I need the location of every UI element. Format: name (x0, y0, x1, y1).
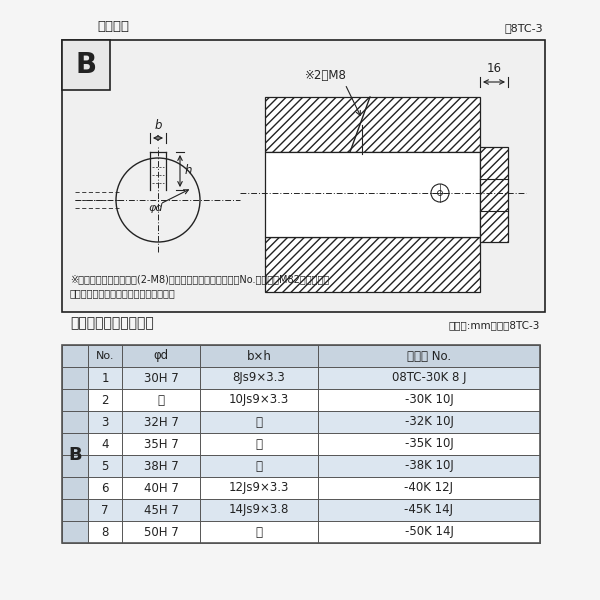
Text: No.: No. (96, 351, 114, 361)
Text: 12Js9×3.3: 12Js9×3.3 (229, 481, 289, 494)
Text: 〃: 〃 (256, 437, 263, 451)
Bar (62, 345, 540, 543)
Bar (88, 477, 540, 499)
Text: h: h (185, 164, 193, 178)
Bar (265, 237, 480, 292)
Text: 8: 8 (101, 526, 109, 539)
Text: -50K 14J: -50K 14J (404, 526, 454, 539)
Text: B: B (76, 51, 97, 79)
Text: B: B (68, 446, 82, 464)
Text: 5: 5 (101, 460, 109, 473)
Bar (88, 411, 540, 433)
Text: 8Js9×3.3: 8Js9×3.3 (233, 371, 286, 385)
Text: -30K 10J: -30K 10J (404, 394, 454, 407)
Text: b×h: b×h (247, 349, 271, 362)
Text: φd: φd (154, 349, 169, 362)
Bar (480, 147, 508, 242)
Text: 軸穴形状: 軸穴形状 (97, 20, 129, 33)
Text: 45H 7: 45H 7 (143, 503, 178, 517)
Text: 3: 3 (101, 415, 109, 428)
Text: 50H 7: 50H 7 (143, 526, 178, 539)
Bar (88, 521, 540, 543)
Text: ※セットボルト用タップ(2-M8)が必要な場合は右記コードNo.の末尾にM82を付ける。: ※セットボルト用タップ(2-M8)が必要な場合は右記コードNo.の末尾にM82を… (70, 274, 329, 284)
Text: 35H 7: 35H 7 (143, 437, 178, 451)
Text: 6: 6 (101, 481, 109, 494)
Bar (62, 40, 110, 90)
Text: （セットボルトは付属されています。）: （セットボルトは付属されています。） (70, 288, 176, 298)
Text: -40K 12J: -40K 12J (404, 481, 454, 494)
Text: -35K 10J: -35K 10J (404, 437, 454, 451)
Text: 30H 7: 30H 7 (143, 371, 178, 385)
Bar (88, 499, 540, 521)
Text: -38K 10J: -38K 10J (404, 460, 454, 473)
Text: 〃: 〃 (256, 460, 263, 473)
Text: コード No.: コード No. (407, 349, 451, 362)
Text: 〃: 〃 (157, 394, 164, 407)
Bar (88, 389, 540, 411)
Text: 40H 7: 40H 7 (143, 481, 178, 494)
Text: 7: 7 (101, 503, 109, 517)
Text: 図8TC-3: 図8TC-3 (505, 23, 543, 33)
Text: b: b (154, 119, 162, 132)
Text: 4: 4 (101, 437, 109, 451)
Bar (88, 367, 540, 389)
Bar (62, 345, 88, 543)
Bar (265, 97, 480, 152)
Text: φd: φd (149, 203, 163, 213)
Text: -45K 14J: -45K 14J (404, 503, 454, 517)
Bar (265, 152, 480, 237)
Text: 32H 7: 32H 7 (143, 415, 178, 428)
Text: 2: 2 (101, 394, 109, 407)
Text: -32K 10J: -32K 10J (404, 415, 454, 428)
Text: 38H 7: 38H 7 (143, 460, 178, 473)
Text: 1: 1 (101, 371, 109, 385)
Text: 〃: 〃 (256, 526, 263, 539)
Bar (88, 345, 540, 367)
Text: 軸穴形状コードー覧表: 軸穴形状コードー覧表 (70, 316, 154, 330)
Text: 08TC-30K 8 J: 08TC-30K 8 J (392, 371, 466, 385)
Text: 16: 16 (487, 62, 502, 75)
Bar (88, 433, 540, 455)
Text: 10Js9×3.3: 10Js9×3.3 (229, 394, 289, 407)
Bar (88, 455, 540, 477)
Text: 〃: 〃 (256, 415, 263, 428)
Text: 14Js9×3.8: 14Js9×3.8 (229, 503, 289, 517)
Text: ※2－M8: ※2－M8 (305, 69, 347, 82)
Bar (62, 40, 545, 312)
Text: （単位:mm）　表8TC-3: （単位:mm） 表8TC-3 (449, 320, 540, 330)
